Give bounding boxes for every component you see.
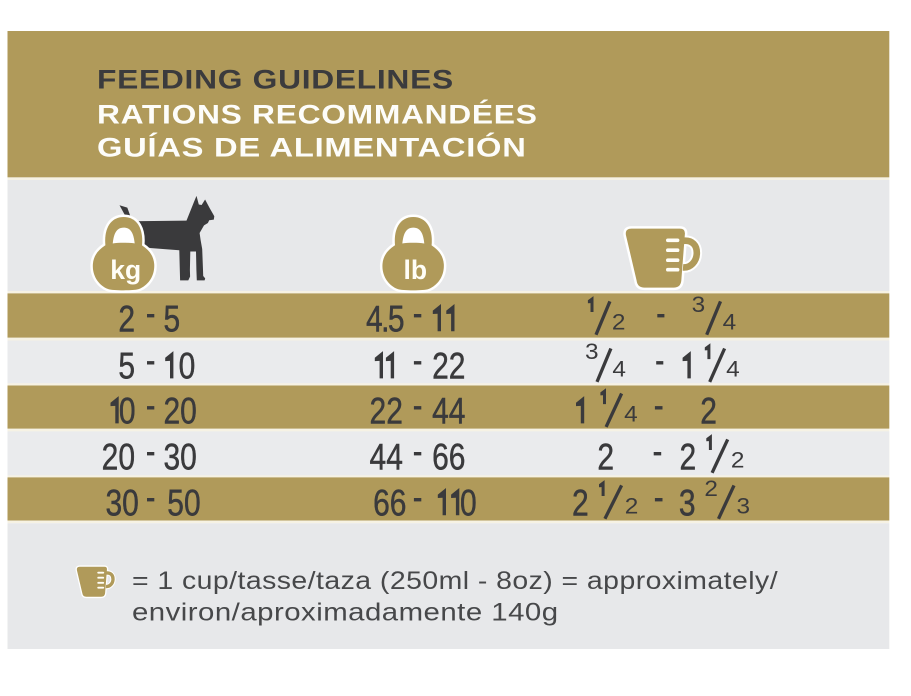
svg-text:lb: lb [404, 255, 428, 285]
svg-text:4: 4 [723, 310, 737, 334]
svg-text:50: 50 [167, 482, 200, 524]
svg-text:2: 2 [612, 310, 626, 334]
svg-text:4.5: 4.5 [366, 298, 404, 340]
svg-text:4: 4 [624, 402, 638, 426]
svg-text:= 1 cup/tasse/taza (250ml - 8o: = 1 cup/tasse/taza (250ml - 8oz) = appro… [132, 567, 778, 595]
svg-text:3: 3 [585, 339, 599, 363]
svg-text:2: 2 [731, 448, 745, 472]
svg-text:2: 2 [704, 476, 718, 500]
svg-text:GUÍAS DE ALIMENTACIÓN: GUÍAS DE ALIMENTACIÓN [97, 133, 527, 163]
svg-text:0: 0 [460, 482, 477, 524]
svg-text:2: 2 [118, 298, 135, 340]
svg-text:20: 20 [102, 436, 135, 478]
svg-text:FEEDING GUIDELINES: FEEDING GUIDELINES [97, 65, 454, 95]
svg-text:66: 66 [373, 482, 406, 524]
svg-text:30: 30 [164, 436, 197, 478]
svg-text:2: 2 [572, 482, 589, 524]
svg-text:environ/aproximadamente 140g: environ/aproximadamente 140g [132, 598, 559, 626]
svg-text:5: 5 [164, 298, 181, 340]
svg-text:44: 44 [370, 436, 403, 478]
svg-text:22: 22 [370, 390, 403, 432]
svg-text:2: 2 [700, 390, 717, 432]
svg-text:0: 0 [179, 345, 196, 387]
svg-text:44: 44 [432, 390, 465, 432]
svg-text:66: 66 [432, 436, 465, 478]
svg-text:3: 3 [679, 482, 696, 524]
svg-text:30: 30 [105, 482, 138, 524]
svg-text:20: 20 [164, 390, 197, 432]
svg-text:3: 3 [692, 292, 706, 316]
svg-text:kg: kg [110, 255, 141, 285]
svg-text:4: 4 [612, 357, 626, 381]
svg-text:2: 2 [597, 436, 614, 478]
svg-text:4: 4 [726, 357, 740, 381]
svg-text:RATIONS RECOMMANDÉES: RATIONS RECOMMANDÉES [97, 99, 538, 130]
svg-text:0: 0 [119, 390, 136, 432]
svg-text:5: 5 [118, 345, 135, 387]
svg-text:22: 22 [432, 345, 465, 387]
svg-text:2: 2 [625, 494, 639, 518]
svg-text:2: 2 [679, 436, 696, 478]
svg-text:3: 3 [737, 494, 751, 518]
